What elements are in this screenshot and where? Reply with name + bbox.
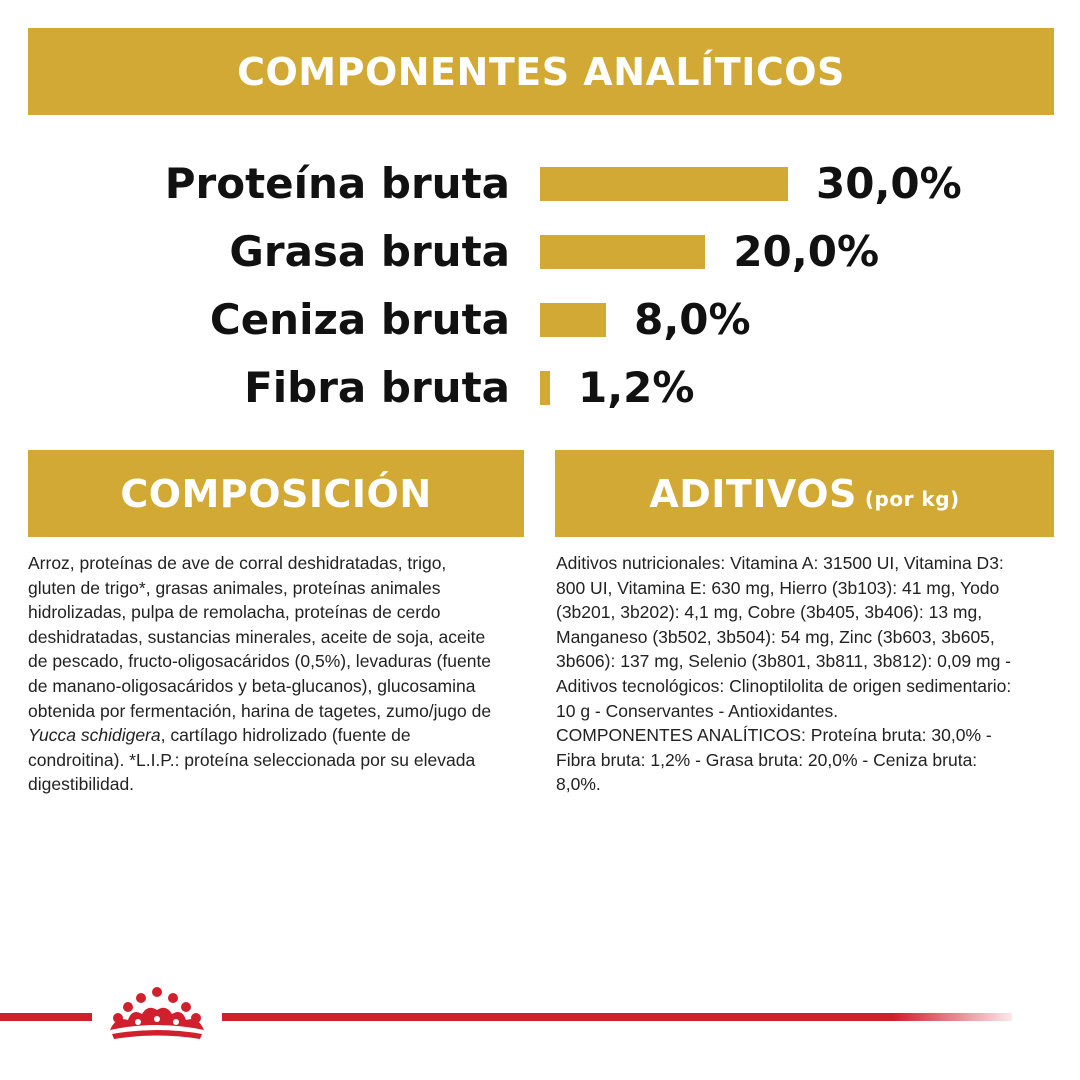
nutrient-bar xyxy=(540,167,788,201)
nutrient-bar xyxy=(540,235,706,269)
composition-text-part2: , cartílago hidrolizado (fuente de condr… xyxy=(28,725,476,795)
additives-text-main: Aditivos nutricionales: Vitamina A: 3150… xyxy=(556,553,1012,721)
nutrient-bar xyxy=(540,303,607,337)
composition-header: COMPOSICIÓN xyxy=(28,450,524,537)
composition-text-part1: Arroz, proteínas de ave de corral deshid… xyxy=(28,553,492,721)
nutrient-label: Ceniza bruta xyxy=(209,295,510,344)
composition-text: Arroz, proteínas de ave de corral deshid… xyxy=(28,551,498,797)
footer-line-right xyxy=(222,1013,1012,1021)
nutrient-row: Grasa bruta 20,0% xyxy=(0,222,1080,282)
analytical-components-header: COMPONENTES ANALÍTICOS xyxy=(28,28,1054,115)
crown-icon xyxy=(110,987,204,1039)
footer-line-left xyxy=(0,1013,92,1021)
additives-text: Aditivos nutricionales: Vitamina A: 3150… xyxy=(556,551,1026,797)
nutrient-row: Fibra bruta 1,2% xyxy=(0,358,1080,418)
nutrient-bar xyxy=(540,371,550,405)
additives-title: ADITIVOS xyxy=(649,471,857,516)
nutrient-row: Proteína bruta 30,0% xyxy=(0,154,1080,214)
nutrient-label: Grasa bruta xyxy=(229,227,510,276)
nutrient-label: Fibra bruta xyxy=(244,363,510,412)
composition-title: COMPOSICIÓN xyxy=(120,471,432,516)
composition-text-italic: Yucca schidigera xyxy=(28,725,161,746)
additives-header: ADITIVOS (por kg) xyxy=(555,450,1054,537)
nutrient-value: 30,0% xyxy=(816,159,962,208)
additives-text-analytical: COMPONENTES ANALÍTICOS: Proteína bruta: … xyxy=(556,725,992,795)
nutrient-label: Proteína bruta xyxy=(164,159,510,208)
nutrient-row: Ceniza bruta 8,0% xyxy=(0,290,1080,350)
nutrient-value: 20,0% xyxy=(733,227,880,276)
nutrient-value: 8,0% xyxy=(634,295,751,344)
analytical-components-title: COMPONENTES ANALÍTICOS xyxy=(237,49,845,94)
nutrient-value: 1,2% xyxy=(578,363,695,412)
additives-subtitle: (por kg) xyxy=(864,486,960,511)
